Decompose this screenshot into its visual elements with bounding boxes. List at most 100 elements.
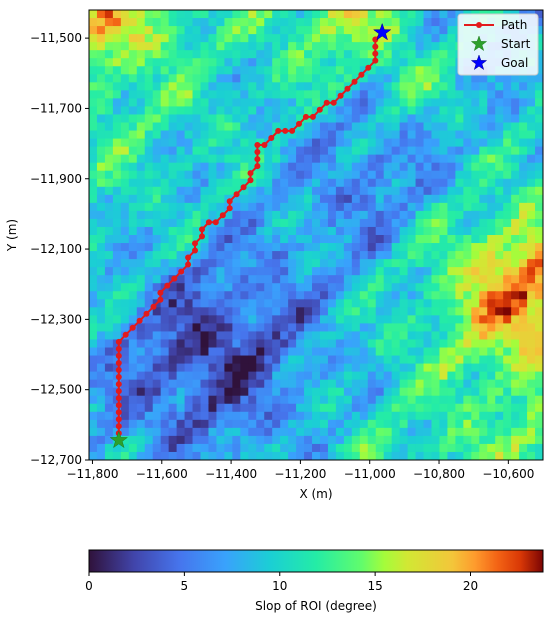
heatmap-cell <box>200 307 210 316</box>
heatmap-cell <box>304 226 313 236</box>
heatmap-cell <box>128 307 138 316</box>
heatmap-cell <box>312 82 321 91</box>
heatmap-cell <box>527 194 536 204</box>
heatmap-cell <box>96 339 106 349</box>
heatmap-cell <box>224 315 233 324</box>
heatmap-cell <box>208 235 218 244</box>
heatmap-cell <box>160 202 170 212</box>
heatmap-cell <box>503 251 512 260</box>
heatmap-cell <box>280 275 289 284</box>
heatmap-cell <box>176 403 186 413</box>
heatmap-cell <box>240 291 249 300</box>
heatmap-cell <box>304 106 313 116</box>
heatmap-cell <box>487 202 496 212</box>
path-point <box>233 191 240 198</box>
heatmap-cell <box>96 162 106 172</box>
path-point <box>330 99 337 106</box>
heatmap-cell <box>455 267 464 276</box>
heatmap-cell <box>495 403 504 413</box>
heatmap-cell <box>359 138 369 148</box>
heatmap-cell <box>208 18 218 27</box>
heatmap-cell <box>120 90 130 99</box>
heatmap-cell <box>447 58 456 67</box>
heatmap-cell <box>168 106 178 116</box>
heatmap-cell <box>232 34 241 43</box>
heatmap-cell <box>383 34 393 43</box>
heatmap-cell <box>391 98 401 108</box>
heatmap-cell <box>160 427 170 437</box>
heatmap-cell <box>335 210 345 220</box>
heatmap-cell <box>503 307 512 316</box>
heatmap-cell <box>264 307 273 316</box>
heatmap-cell <box>128 42 138 51</box>
heatmap-cell <box>288 34 297 43</box>
heatmap-cell <box>184 307 194 316</box>
heatmap-cell <box>511 98 520 108</box>
heatmap-cell <box>136 387 146 397</box>
heatmap-cell <box>160 146 170 156</box>
heatmap-cell <box>335 74 345 83</box>
heatmap-cell <box>519 395 528 405</box>
heatmap-cell <box>479 202 488 212</box>
heatmap-cell <box>296 427 305 437</box>
heatmap-cell <box>535 339 543 349</box>
heatmap-cell <box>407 451 417 460</box>
heatmap-cell <box>495 235 504 244</box>
heatmap-cell <box>176 451 186 460</box>
heatmap-cell <box>351 74 361 83</box>
heatmap-cell <box>168 307 178 316</box>
heatmap-cell <box>479 194 488 204</box>
heatmap-cell <box>527 114 536 124</box>
heatmap-cell <box>152 259 162 268</box>
heatmap-cell <box>200 371 210 381</box>
heatmap-cell <box>351 170 361 180</box>
heatmap-cell <box>200 146 210 156</box>
heatmap-cell <box>136 10 146 19</box>
heatmap-cell <box>335 66 345 75</box>
heatmap-cell <box>184 42 194 51</box>
heatmap-cell <box>343 267 353 276</box>
heatmap-cell <box>375 451 385 460</box>
heatmap-cell <box>280 50 289 59</box>
heatmap-cell <box>144 218 154 228</box>
heatmap-cell <box>168 34 178 43</box>
heatmap-cell <box>527 170 536 180</box>
heatmap-cell <box>288 299 297 308</box>
heatmap-cell <box>120 66 130 75</box>
heatmap-cell <box>351 243 361 252</box>
heatmap-cell <box>335 275 345 284</box>
heatmap-cell <box>335 355 345 365</box>
heatmap-cell <box>503 451 512 460</box>
heatmap-cell <box>439 178 449 188</box>
heatmap-cell <box>112 315 122 324</box>
heatmap-cell <box>120 435 130 445</box>
y-tick-label: −11,700 <box>30 101 82 115</box>
heatmap-cell <box>447 315 456 324</box>
heatmap-cell <box>176 106 186 116</box>
heatmap-cell <box>89 122 98 132</box>
heatmap-cell <box>208 130 218 140</box>
heatmap-cell <box>312 299 321 308</box>
heatmap-cell <box>208 186 218 196</box>
heatmap-cell <box>503 235 512 244</box>
heatmap-cell <box>280 10 289 19</box>
heatmap-cell <box>527 451 536 460</box>
heatmap-cell <box>184 323 194 333</box>
heatmap-cell <box>367 243 377 252</box>
heatmap-cell <box>296 259 305 268</box>
heatmap-cell <box>288 379 297 389</box>
heatmap-cell <box>264 202 273 212</box>
heatmap-cell <box>184 267 194 276</box>
heatmap-cell <box>431 443 441 453</box>
heatmap-cell <box>487 411 496 421</box>
heatmap-cell <box>248 10 257 19</box>
heatmap-cell <box>160 275 170 284</box>
heatmap-cell <box>431 371 441 381</box>
heatmap-cell <box>535 34 543 43</box>
heatmap-cell <box>439 411 449 421</box>
heatmap-cell <box>487 371 496 381</box>
heatmap-cell <box>288 42 297 51</box>
heatmap-cell <box>527 323 536 333</box>
heatmap-cell <box>240 403 249 413</box>
heatmap-cell <box>367 10 377 19</box>
